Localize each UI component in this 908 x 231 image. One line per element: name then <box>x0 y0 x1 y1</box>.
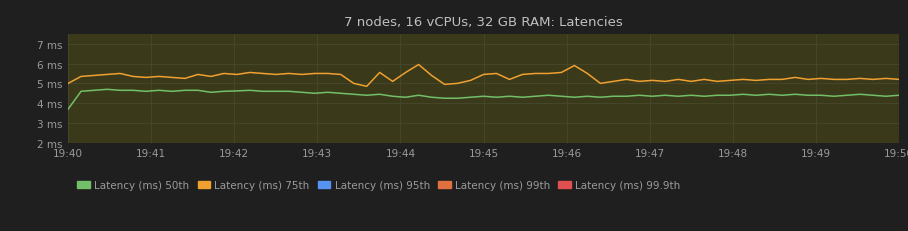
Legend: Latency (ms) 50th, Latency (ms) 75th, Latency (ms) 95th, Latency (ms) 99th, Late: Latency (ms) 50th, Latency (ms) 75th, La… <box>74 176 685 195</box>
Title: 7 nodes, 16 vCPUs, 32 GB RAM: Latencies: 7 nodes, 16 vCPUs, 32 GB RAM: Latencies <box>344 16 623 29</box>
